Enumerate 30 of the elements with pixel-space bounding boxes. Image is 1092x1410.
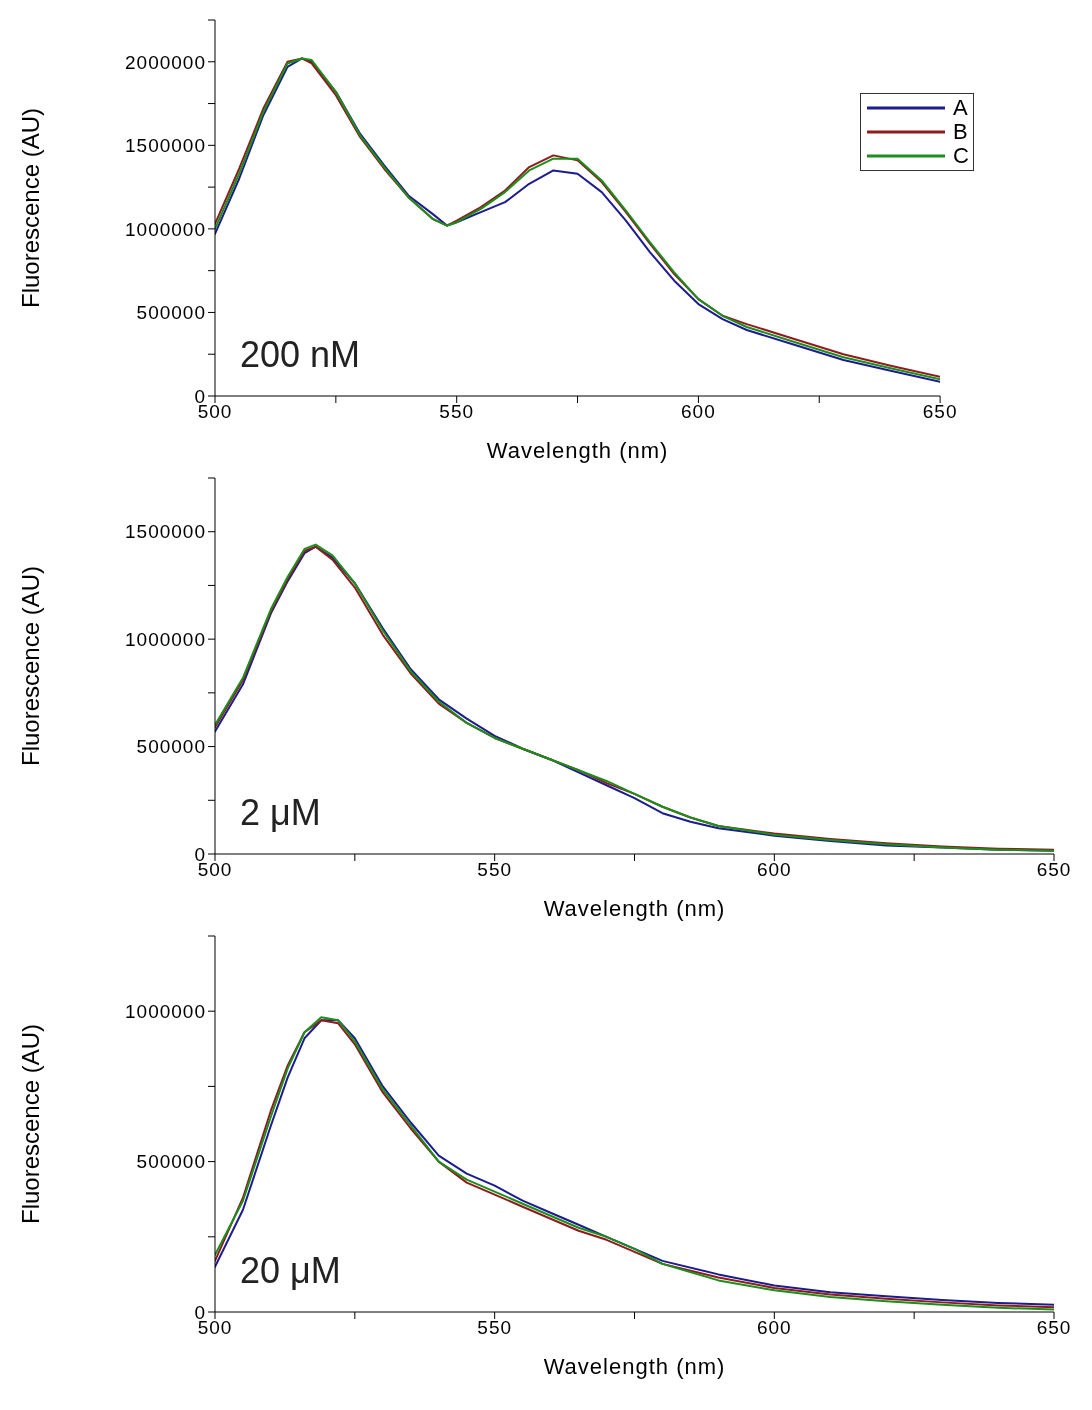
y-tick-label: 1000000 <box>125 628 206 650</box>
x-tick-label: 650 <box>1036 859 1072 881</box>
x-tick-label: 550 <box>477 859 513 881</box>
x-tick-label: 650 <box>1036 1317 1072 1339</box>
y-axis-title: Fluorescence (AU) <box>16 107 44 309</box>
annotation: 2 μM <box>240 792 321 834</box>
x-tick-label: 600 <box>756 1317 792 1339</box>
legend-label: A <box>953 95 968 120</box>
x-axis-title: Wavelength (nm) <box>486 438 669 463</box>
annotation: 200 nM <box>240 334 361 376</box>
legend-label: B <box>953 119 968 144</box>
x-tick-label: 600 <box>681 401 716 423</box>
y-axis-title: Fluorescence (AU) <box>16 565 44 767</box>
y-tick-label: 1000000 <box>125 1000 206 1022</box>
x-tick-label: 550 <box>439 401 475 423</box>
y-tick-label: 1500000 <box>125 135 206 157</box>
x-tick-label: 600 <box>756 859 792 881</box>
x-axis-title: Wavelength (nm) <box>543 896 726 921</box>
y-tick-label: 500000 <box>136 736 206 758</box>
annotation: 20 μM <box>240 1250 341 1292</box>
x-tick-label: 550 <box>477 1317 513 1339</box>
x-axis-title: Wavelength (nm) <box>543 1354 726 1379</box>
y-tick-label: 500000 <box>136 302 206 324</box>
y-tick-label: 1000000 <box>125 218 206 240</box>
y-tick-label: 500000 <box>136 1151 206 1173</box>
y-tick-label: 2000000 <box>125 51 206 73</box>
y-tick-label: 1500000 <box>125 521 206 543</box>
y-axis-title: Fluorescence (AU) <box>16 1023 44 1225</box>
x-tick-label: 650 <box>922 401 958 423</box>
legend-label: C <box>953 143 969 168</box>
